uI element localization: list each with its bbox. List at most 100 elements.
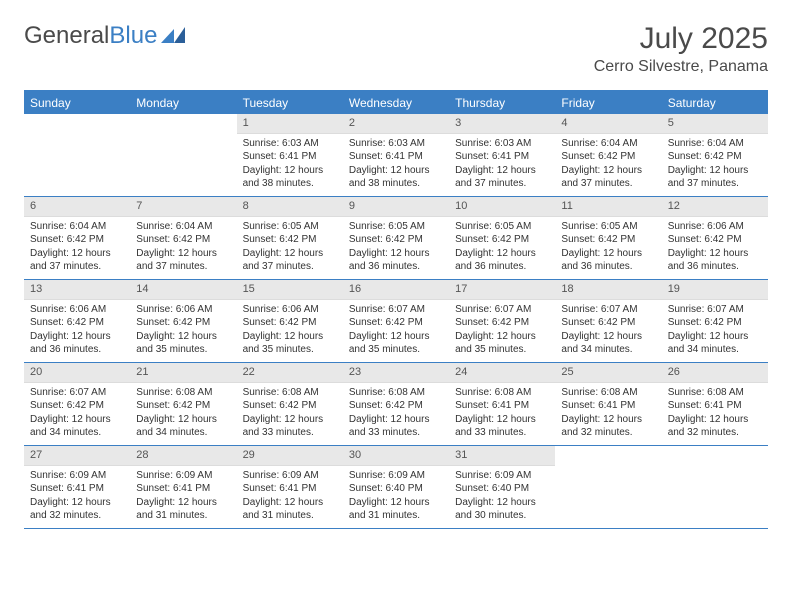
daylight-text-2: and 32 minutes.	[561, 426, 655, 440]
daylight-text-2: and 36 minutes.	[561, 260, 655, 274]
daylight-text-2: and 34 minutes.	[30, 426, 124, 440]
sunrise-text: Sunrise: 6:04 AM	[136, 220, 230, 234]
daylight-text-2: and 37 minutes.	[455, 177, 549, 191]
day-cell: 20Sunrise: 6:07 AMSunset: 6:42 PMDayligh…	[24, 363, 130, 445]
sunset-text: Sunset: 6:41 PM	[243, 150, 337, 164]
day-cell: 26Sunrise: 6:08 AMSunset: 6:41 PMDayligh…	[662, 363, 768, 445]
daylight-text-2: and 35 minutes.	[349, 343, 443, 357]
sunset-text: Sunset: 6:41 PM	[455, 399, 549, 413]
day-cell: 14Sunrise: 6:06 AMSunset: 6:42 PMDayligh…	[130, 280, 236, 362]
sunset-text: Sunset: 6:41 PM	[455, 150, 549, 164]
sunset-text: Sunset: 6:41 PM	[349, 150, 443, 164]
daylight-text: Daylight: 12 hours	[243, 496, 337, 510]
day-body: Sunrise: 6:07 AMSunset: 6:42 PMDaylight:…	[555, 300, 661, 361]
day-body: Sunrise: 6:03 AMSunset: 6:41 PMDaylight:…	[237, 134, 343, 195]
day-body: Sunrise: 6:07 AMSunset: 6:42 PMDaylight:…	[449, 300, 555, 361]
day-cell: 31Sunrise: 6:09 AMSunset: 6:40 PMDayligh…	[449, 446, 555, 528]
day-number: 29	[237, 446, 343, 466]
sunset-text: Sunset: 6:41 PM	[243, 482, 337, 496]
day-body: Sunrise: 6:03 AMSunset: 6:41 PMDaylight:…	[449, 134, 555, 195]
daylight-text: Daylight: 12 hours	[668, 413, 762, 427]
day-header: Friday	[555, 92, 661, 114]
day-body: Sunrise: 6:04 AMSunset: 6:42 PMDaylight:…	[130, 217, 236, 278]
daylight-text: Daylight: 12 hours	[349, 413, 443, 427]
day-number: 24	[449, 363, 555, 383]
sunrise-text: Sunrise: 6:03 AM	[455, 137, 549, 151]
month-title: July 2025	[594, 22, 768, 56]
daylight-text-2: and 35 minutes.	[455, 343, 549, 357]
day-number: 13	[24, 280, 130, 300]
logo-text-1: General	[24, 22, 109, 50]
day-number: 20	[24, 363, 130, 383]
daylight-text: Daylight: 12 hours	[668, 247, 762, 261]
day-cell: 11Sunrise: 6:05 AMSunset: 6:42 PMDayligh…	[555, 197, 661, 279]
day-number: 1	[237, 114, 343, 134]
day-number: 16	[343, 280, 449, 300]
day-body: Sunrise: 6:09 AMSunset: 6:41 PMDaylight:…	[24, 466, 130, 527]
day-body: Sunrise: 6:09 AMSunset: 6:41 PMDaylight:…	[237, 466, 343, 527]
empty-cell	[130, 114, 236, 196]
daylight-text: Daylight: 12 hours	[349, 496, 443, 510]
daylight-text: Daylight: 12 hours	[349, 247, 443, 261]
sunrise-text: Sunrise: 6:06 AM	[30, 303, 124, 317]
day-cell: 12Sunrise: 6:06 AMSunset: 6:42 PMDayligh…	[662, 197, 768, 279]
day-cell: 30Sunrise: 6:09 AMSunset: 6:40 PMDayligh…	[343, 446, 449, 528]
sunrise-text: Sunrise: 6:07 AM	[455, 303, 549, 317]
day-cell: 13Sunrise: 6:06 AMSunset: 6:42 PMDayligh…	[24, 280, 130, 362]
daylight-text: Daylight: 12 hours	[561, 164, 655, 178]
sunset-text: Sunset: 6:42 PM	[668, 233, 762, 247]
day-body: Sunrise: 6:06 AMSunset: 6:42 PMDaylight:…	[130, 300, 236, 361]
day-cell: 17Sunrise: 6:07 AMSunset: 6:42 PMDayligh…	[449, 280, 555, 362]
daylight-text-2: and 36 minutes.	[455, 260, 549, 274]
day-number: 31	[449, 446, 555, 466]
day-number: 9	[343, 197, 449, 217]
day-number: 3	[449, 114, 555, 134]
day-number: 4	[555, 114, 661, 134]
day-header: Saturday	[662, 92, 768, 114]
daylight-text: Daylight: 12 hours	[561, 413, 655, 427]
week-row: 1Sunrise: 6:03 AMSunset: 6:41 PMDaylight…	[24, 114, 768, 197]
day-number: 5	[662, 114, 768, 134]
sunrise-text: Sunrise: 6:03 AM	[349, 137, 443, 151]
daylight-text: Daylight: 12 hours	[668, 164, 762, 178]
day-cell: 2Sunrise: 6:03 AMSunset: 6:41 PMDaylight…	[343, 114, 449, 196]
day-body: Sunrise: 6:08 AMSunset: 6:41 PMDaylight:…	[555, 383, 661, 444]
daylight-text: Daylight: 12 hours	[136, 413, 230, 427]
sunrise-text: Sunrise: 6:04 AM	[668, 137, 762, 151]
empty-cell	[555, 446, 661, 528]
daylight-text-2: and 31 minutes.	[349, 509, 443, 523]
sunset-text: Sunset: 6:41 PM	[136, 482, 230, 496]
sunrise-text: Sunrise: 6:08 AM	[561, 386, 655, 400]
sunset-text: Sunset: 6:42 PM	[668, 150, 762, 164]
sunset-text: Sunset: 6:42 PM	[455, 316, 549, 330]
daylight-text-2: and 35 minutes.	[243, 343, 337, 357]
daylight-text-2: and 38 minutes.	[349, 177, 443, 191]
daylight-text: Daylight: 12 hours	[561, 247, 655, 261]
day-cell: 27Sunrise: 6:09 AMSunset: 6:41 PMDayligh…	[24, 446, 130, 528]
daylight-text-2: and 32 minutes.	[668, 426, 762, 440]
daylight-text: Daylight: 12 hours	[30, 330, 124, 344]
daylight-text: Daylight: 12 hours	[243, 164, 337, 178]
sunrise-text: Sunrise: 6:08 AM	[349, 386, 443, 400]
sunset-text: Sunset: 6:42 PM	[30, 233, 124, 247]
sunset-text: Sunset: 6:42 PM	[243, 316, 337, 330]
logo-mark-icon	[161, 22, 187, 50]
sunset-text: Sunset: 6:42 PM	[455, 233, 549, 247]
week-row: 13Sunrise: 6:06 AMSunset: 6:42 PMDayligh…	[24, 280, 768, 363]
sunrise-text: Sunrise: 6:04 AM	[561, 137, 655, 151]
day-number: 27	[24, 446, 130, 466]
daylight-text-2: and 34 minutes.	[561, 343, 655, 357]
daylight-text: Daylight: 12 hours	[349, 164, 443, 178]
daylight-text-2: and 34 minutes.	[136, 426, 230, 440]
sunset-text: Sunset: 6:42 PM	[30, 399, 124, 413]
day-body: Sunrise: 6:03 AMSunset: 6:41 PMDaylight:…	[343, 134, 449, 195]
day-body: Sunrise: 6:07 AMSunset: 6:42 PMDaylight:…	[662, 300, 768, 361]
sunset-text: Sunset: 6:42 PM	[668, 316, 762, 330]
sunrise-text: Sunrise: 6:03 AM	[243, 137, 337, 151]
day-header: Thursday	[449, 92, 555, 114]
sunset-text: Sunset: 6:42 PM	[349, 316, 443, 330]
day-body: Sunrise: 6:08 AMSunset: 6:42 PMDaylight:…	[343, 383, 449, 444]
day-header: Sunday	[24, 92, 130, 114]
day-header: Monday	[130, 92, 236, 114]
daylight-text: Daylight: 12 hours	[30, 247, 124, 261]
